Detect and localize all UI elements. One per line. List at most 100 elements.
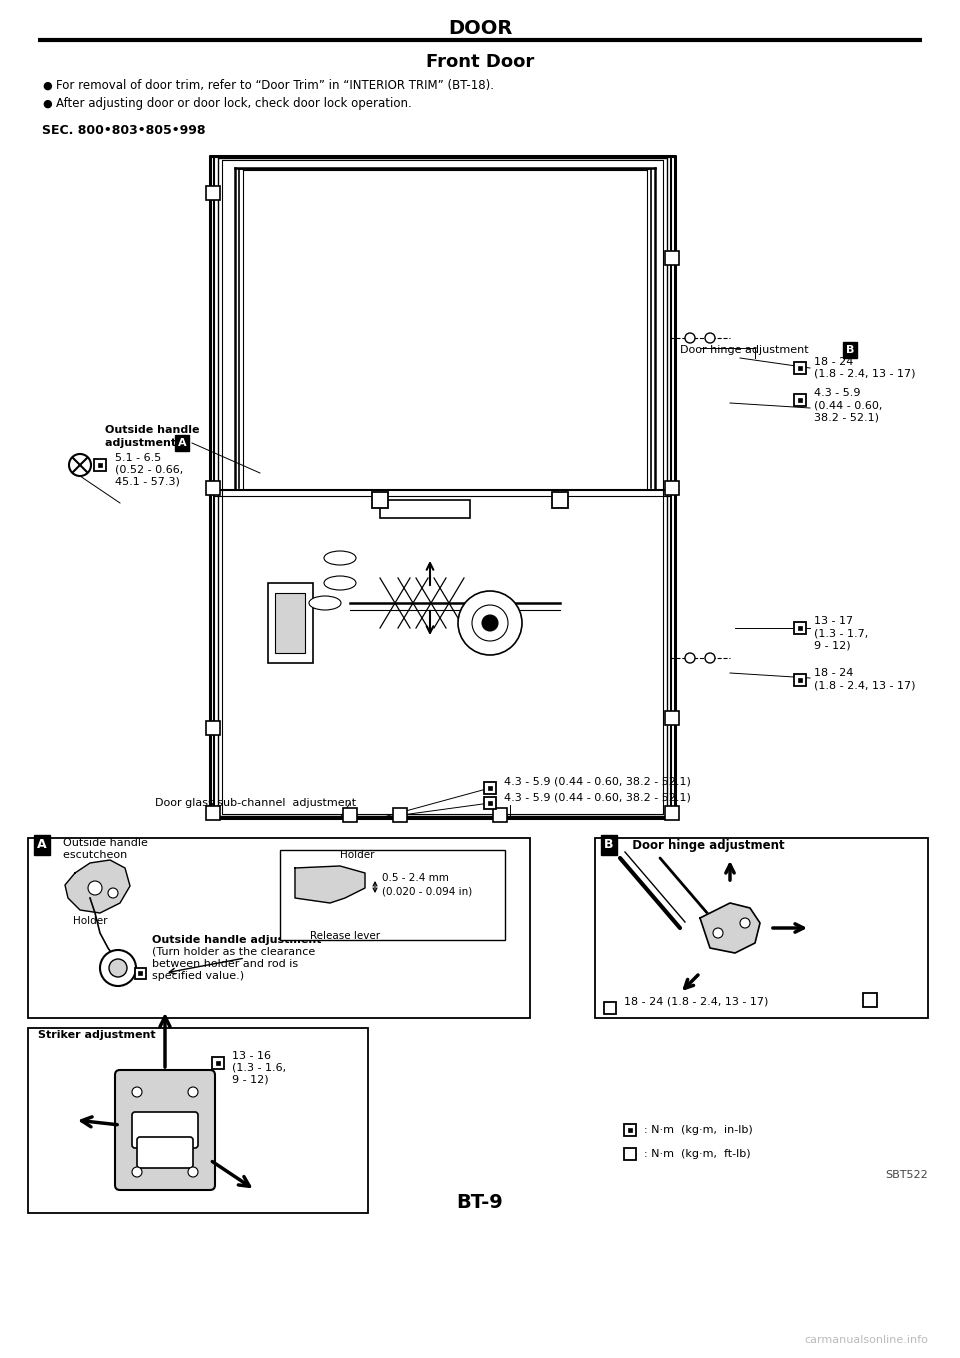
Bar: [665, 251, 679, 265]
Bar: [488, 786, 492, 790]
Bar: [624, 1124, 636, 1137]
Bar: [372, 492, 388, 508]
Bar: [380, 500, 470, 517]
Text: 9 - 12): 9 - 12): [232, 1076, 269, 1085]
Text: DOOR: DOOR: [447, 19, 513, 38]
Bar: [628, 1128, 632, 1133]
Circle shape: [713, 928, 723, 938]
Text: B: B: [604, 838, 613, 851]
Circle shape: [740, 918, 750, 928]
Text: 4.3 - 5.9 (0.44 - 0.60, 38.2 - 52.1): 4.3 - 5.9 (0.44 - 0.60, 38.2 - 52.1): [504, 777, 691, 788]
FancyBboxPatch shape: [132, 1112, 198, 1148]
Bar: [798, 398, 803, 402]
Bar: [794, 622, 806, 634]
Bar: [798, 365, 803, 371]
Text: For removal of door trim, refer to “Door Trim” in “INTERIOR TRIM” (BT-18).: For removal of door trim, refer to “Door…: [56, 80, 494, 92]
Text: 13 - 16: 13 - 16: [232, 1051, 271, 1061]
Bar: [624, 1148, 636, 1160]
Text: 9 - 12): 9 - 12): [814, 640, 851, 650]
Bar: [206, 721, 220, 735]
Text: A: A: [37, 838, 47, 851]
Bar: [280, 850, 505, 940]
Text: Outside handle adjustment: Outside handle adjustment: [152, 936, 322, 945]
Circle shape: [685, 333, 695, 344]
Bar: [798, 678, 803, 682]
Text: Door glass sub-channel  adjustment: Door glass sub-channel adjustment: [155, 799, 356, 808]
Text: BT-9: BT-9: [457, 1192, 503, 1211]
Text: 13 - 17: 13 - 17: [814, 617, 853, 626]
Bar: [484, 782, 496, 794]
Bar: [794, 674, 806, 686]
Polygon shape: [700, 903, 760, 953]
Text: Release lever: Release lever: [310, 932, 380, 941]
Bar: [393, 808, 407, 822]
Bar: [134, 967, 146, 979]
Text: 4.3 - 5.9 (0.44 - 0.60, 38.2 - 52.1): 4.3 - 5.9 (0.44 - 0.60, 38.2 - 52.1): [504, 792, 691, 803]
Bar: [206, 807, 220, 820]
Ellipse shape: [309, 596, 341, 610]
Text: ●: ●: [42, 81, 52, 91]
Text: CR103: CR103: [315, 600, 335, 606]
Text: between holder and rod is: between holder and rod is: [152, 959, 299, 970]
Text: Holder: Holder: [73, 917, 108, 926]
Polygon shape: [65, 860, 130, 913]
Bar: [665, 807, 679, 820]
Bar: [94, 459, 106, 471]
Text: 18 - 24 (1.8 - 2.4, 13 - 17): 18 - 24 (1.8 - 2.4, 13 - 17): [624, 997, 768, 1008]
Circle shape: [109, 959, 127, 976]
Bar: [794, 363, 806, 373]
Circle shape: [705, 653, 715, 663]
Text: (1.3 - 1.7,: (1.3 - 1.7,: [814, 627, 868, 638]
Bar: [794, 394, 806, 406]
Bar: [138, 971, 142, 975]
Text: (0.44 - 0.60,: (0.44 - 0.60,: [814, 401, 882, 410]
Circle shape: [705, 333, 715, 344]
Bar: [206, 481, 220, 496]
Bar: [488, 801, 492, 805]
Text: Door hinge adjustment: Door hinge adjustment: [680, 345, 812, 354]
Text: adjustment: adjustment: [105, 439, 180, 448]
Text: (1.3 - 1.6,: (1.3 - 1.6,: [232, 1063, 286, 1073]
Circle shape: [188, 1086, 198, 1097]
Bar: [343, 808, 357, 822]
Polygon shape: [295, 866, 365, 903]
Text: Holder: Holder: [340, 850, 374, 860]
Text: specified value.): specified value.): [152, 971, 244, 980]
Text: A: A: [178, 439, 186, 448]
Circle shape: [88, 881, 102, 895]
Text: carmanualsonline.info: carmanualsonline.info: [804, 1335, 928, 1344]
Bar: [493, 808, 507, 822]
Bar: [275, 593, 305, 653]
Text: escutcheon: escutcheon: [56, 850, 128, 860]
Circle shape: [132, 1167, 142, 1177]
Bar: [665, 481, 679, 496]
Ellipse shape: [324, 576, 356, 589]
Bar: [484, 797, 496, 809]
Circle shape: [188, 1167, 198, 1177]
Text: : N·m  (kg·m,  in-lb): : N·m (kg·m, in-lb): [644, 1124, 753, 1135]
Circle shape: [482, 615, 498, 631]
Text: 18 - 24: 18 - 24: [814, 357, 853, 367]
Ellipse shape: [324, 551, 356, 565]
Text: ●: ●: [42, 99, 52, 109]
Text: 45.1 - 57.3): 45.1 - 57.3): [115, 477, 180, 488]
Circle shape: [685, 653, 695, 663]
Text: (0.020 - 0.094 in): (0.020 - 0.094 in): [382, 885, 472, 896]
FancyBboxPatch shape: [115, 1070, 215, 1190]
Text: 18 - 24: 18 - 24: [814, 668, 853, 678]
Bar: [28, 1028, 368, 1213]
Text: (0.52 - 0.66,: (0.52 - 0.66,: [115, 464, 183, 475]
Text: Outside handle: Outside handle: [105, 425, 200, 435]
Text: CR103: CR103: [330, 580, 350, 585]
FancyBboxPatch shape: [137, 1137, 193, 1168]
Bar: [798, 626, 803, 630]
Bar: [863, 993, 877, 1008]
Text: Door hinge adjustment: Door hinge adjustment: [624, 838, 784, 851]
Text: 4.3 - 5.9: 4.3 - 5.9: [814, 388, 860, 398]
Circle shape: [100, 951, 136, 986]
Circle shape: [69, 454, 91, 477]
Text: SEC. 800•803•805•998: SEC. 800•803•805•998: [42, 124, 205, 137]
Text: SBT522: SBT522: [885, 1171, 928, 1180]
Text: 38.2 - 52.1): 38.2 - 52.1): [814, 411, 879, 422]
Text: Outside handle: Outside handle: [56, 838, 148, 847]
